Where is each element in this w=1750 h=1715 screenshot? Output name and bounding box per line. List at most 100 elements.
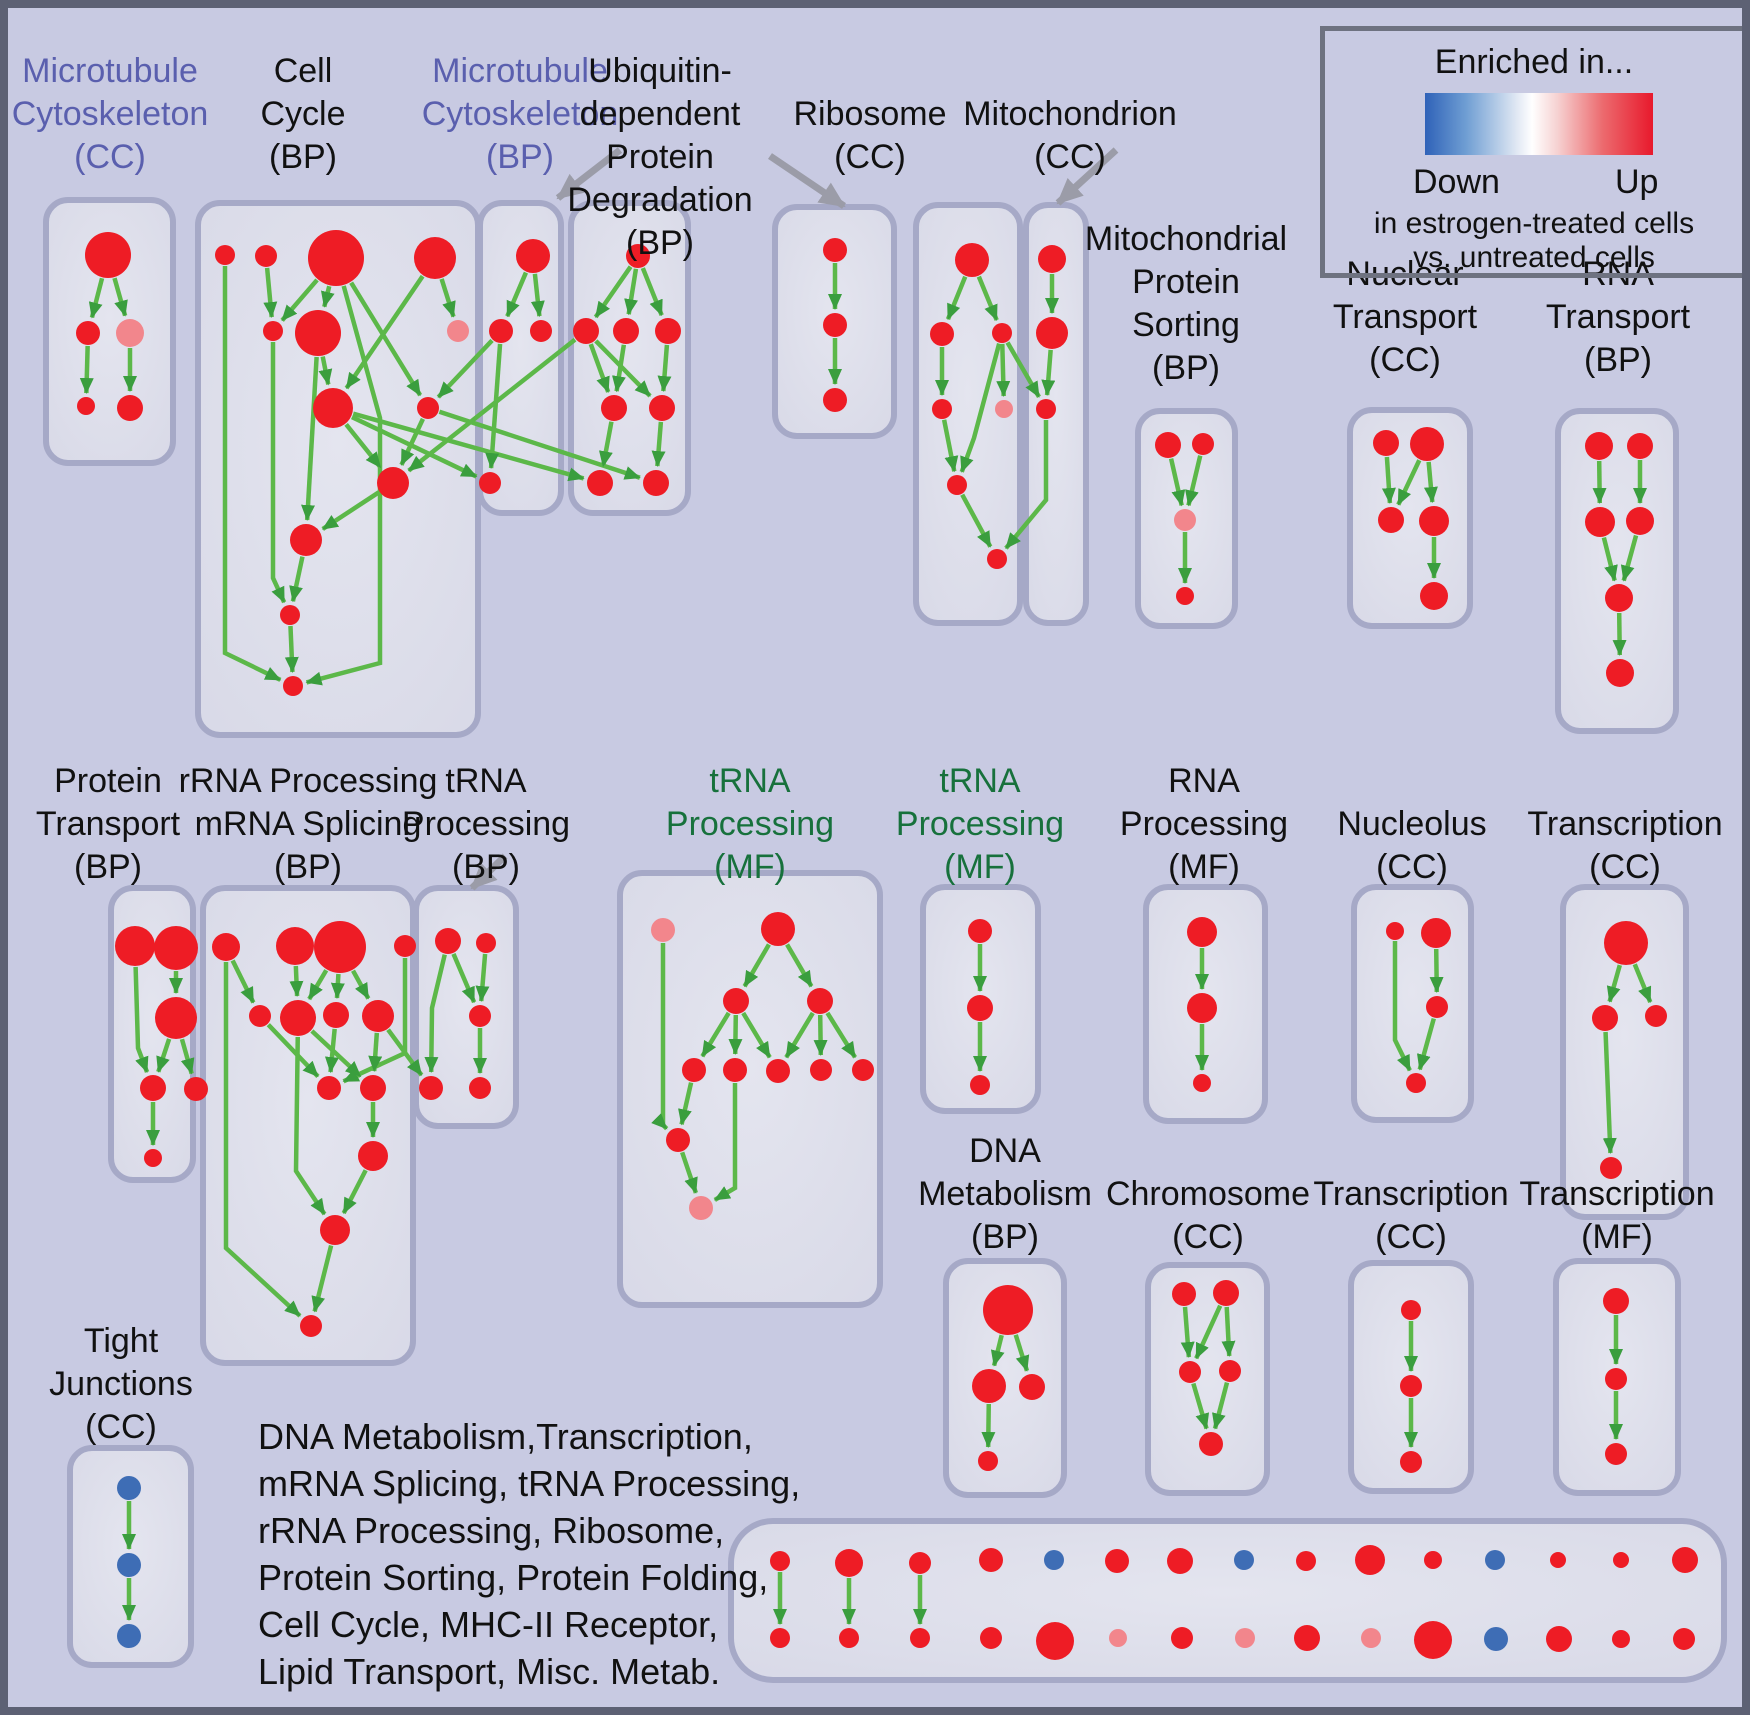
go-term-node — [1400, 1375, 1422, 1397]
go-edge — [941, 419, 959, 473]
go-term-node — [323, 1002, 349, 1028]
go-term-node — [643, 470, 669, 496]
go-edge — [351, 969, 371, 1000]
go-term-node — [947, 475, 967, 495]
go-edge — [959, 343, 1002, 473]
go-term-node — [1605, 584, 1633, 612]
go-term-node — [1613, 1552, 1629, 1568]
go-term-node — [308, 230, 364, 286]
box-label-6: Mitochondrial Protein Sorting (BP) — [1084, 220, 1288, 387]
go-term-node — [300, 1315, 322, 1337]
go-edge — [88, 277, 105, 319]
go-edge — [1041, 349, 1056, 397]
go-edge — [436, 338, 494, 399]
go-edge — [594, 339, 652, 398]
go-edge — [301, 356, 319, 522]
go-term-node — [930, 322, 954, 346]
go-term-node — [649, 395, 675, 421]
go-term-node — [1199, 1432, 1223, 1456]
go-term-node — [117, 1553, 141, 1577]
go-term-node — [682, 1058, 706, 1082]
go-term-node — [1176, 587, 1194, 605]
go-term-node — [810, 1059, 832, 1081]
go-term-node — [1426, 996, 1448, 1018]
box-label-11: tRNA Processing (BP) — [401, 762, 571, 886]
box-label-0: Microtubule Cytoskeleton (CC) — [11, 52, 209, 176]
go-edge — [1221, 1306, 1236, 1358]
go-edge — [284, 625, 299, 674]
legend-up-label: Up — [1615, 163, 1659, 201]
go-edge — [1601, 536, 1618, 582]
go-term-node — [1373, 430, 1399, 456]
go-term-node — [807, 988, 833, 1014]
go-term-node — [1174, 509, 1196, 531]
go-term-node — [910, 1628, 930, 1648]
go-edge — [1620, 534, 1639, 582]
go-edge — [1606, 964, 1622, 1003]
go-term-node — [1612, 1630, 1630, 1648]
go-edge — [1632, 963, 1653, 1004]
go-term-node — [839, 1628, 859, 1648]
go-edge — [305, 285, 383, 686]
go-term-node — [761, 912, 795, 946]
go-term-node — [1605, 1443, 1627, 1465]
go-edge — [350, 415, 478, 479]
go-term-node — [1036, 1622, 1074, 1660]
go-edge — [1392, 941, 1412, 1072]
go-term-node — [377, 467, 409, 499]
go-edge — [1396, 459, 1422, 506]
go-term-node — [1179, 1361, 1201, 1383]
box-label-4: Ribosome (CC) — [793, 95, 947, 176]
label-pointer-arrow — [469, 853, 508, 891]
go-edge — [266, 1023, 320, 1079]
go-edge — [263, 267, 278, 319]
go-edge — [996, 343, 1011, 398]
go-edge — [651, 421, 666, 468]
go-term-node — [155, 997, 197, 1039]
go-edge — [230, 959, 256, 1004]
go-term-node — [1361, 1628, 1381, 1648]
go-term-box-mitochondrion-cc — [1023, 202, 1089, 626]
go-term-node — [313, 388, 353, 428]
box-label-1: Cell Cycle (BP) — [260, 52, 346, 176]
go-term-node — [1155, 432, 1181, 458]
go-term-node — [479, 472, 501, 494]
go-edge — [1004, 420, 1049, 550]
go-term-node — [655, 318, 681, 344]
go-term-node — [469, 1077, 491, 1099]
go-term-node — [290, 524, 322, 556]
go-edge — [825, 1011, 857, 1059]
go-term-node — [932, 399, 952, 419]
go-term-node — [1378, 507, 1404, 533]
go-term-node — [1036, 399, 1056, 419]
go-term-node — [666, 1128, 690, 1152]
go-term-node — [1550, 1552, 1566, 1568]
go-term-node — [1019, 1374, 1045, 1400]
go-edge — [1185, 455, 1203, 507]
go-edge — [368, 1032, 383, 1073]
go-edge — [222, 266, 282, 682]
box-label-10: rRNA Processing mRNA Splicing (BP) — [178, 762, 438, 886]
go-term-node — [1105, 1549, 1129, 1573]
go-term-node — [1193, 1074, 1211, 1092]
go-term-node — [1401, 1300, 1421, 1320]
go-edge — [1005, 341, 1041, 399]
go-term-node — [1627, 433, 1653, 459]
go-term-node — [1420, 582, 1448, 610]
go-term-node — [263, 321, 283, 341]
go-edge — [945, 275, 968, 321]
go-edge — [485, 343, 503, 470]
go-term-node — [1219, 1360, 1241, 1382]
go-term-node — [320, 1215, 350, 1245]
go-edge — [133, 966, 150, 1074]
go-term-node — [1044, 1550, 1064, 1570]
go-term-box-microtubule-cytoskeleton-bp — [477, 200, 564, 516]
box-label-3: Ubiquitin- dependent Protein Degradation… — [567, 52, 753, 262]
go-term-node — [1485, 1550, 1505, 1570]
go-term-node — [1605, 1368, 1627, 1390]
go-term-node — [295, 310, 341, 356]
go-term-node — [601, 395, 627, 421]
go-term-box-mixed-terms-strip — [728, 1518, 1727, 1683]
go-term-node — [909, 1552, 931, 1574]
go-term-node — [419, 1076, 443, 1100]
